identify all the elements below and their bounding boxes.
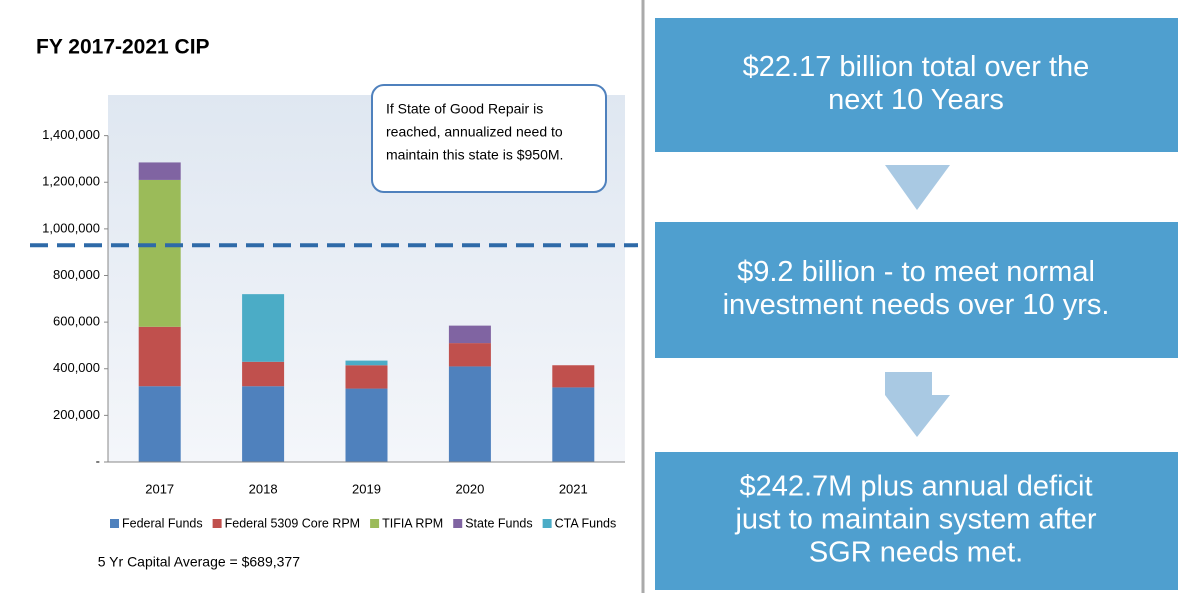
bar-segment	[448, 343, 491, 367]
flow-box	[655, 18, 1178, 152]
flow-text: $242.7M plus annual deficit	[739, 471, 1092, 503]
y-tick-label: 800,000	[53, 267, 100, 282]
x-tick-label: 2017	[145, 481, 174, 496]
flow-text: just to maintain system after	[734, 504, 1096, 536]
bar-segment	[242, 386, 285, 462]
flow-text: next 10 Years	[828, 84, 1004, 116]
annotation-text: If State of Good Repair is	[386, 101, 543, 117]
bar-segment	[448, 325, 491, 344]
arrow	[885, 372, 950, 437]
annotation-box	[371, 84, 607, 193]
y-tick-label: -	[96, 453, 100, 468]
legend-swatch	[212, 519, 222, 528]
y-tick-label: 600,000	[53, 314, 100, 329]
flow-box	[655, 452, 1178, 590]
legend-label: CTA Funds	[555, 516, 617, 530]
legend-swatch	[110, 519, 119, 528]
arrow	[885, 165, 950, 210]
legend-swatch	[453, 519, 463, 528]
chart-note: 5 Yr Capital Average = $689,377	[98, 554, 300, 570]
legend-label: Federal Funds	[122, 516, 203, 530]
bar-segment	[138, 179, 181, 327]
y-tick-label: 1,400,000	[42, 127, 100, 142]
annotation-text: reached, annualized need to	[386, 124, 563, 140]
x-tick-label: 2021	[559, 481, 588, 496]
bar-segment	[448, 366, 491, 462]
x-tick-label: 2018	[249, 481, 278, 496]
x-tick-label: 2020	[455, 481, 484, 496]
flow-box	[655, 222, 1178, 358]
bar-segment	[242, 294, 285, 362]
bar-segment	[345, 388, 388, 462]
bar-segment	[138, 326, 181, 387]
bar-segment	[138, 386, 181, 462]
annotation-text: maintain this state is $950M.	[386, 147, 563, 163]
bar-segment	[138, 162, 181, 180]
bar-segment	[242, 361, 285, 387]
y-tick-label: 1,200,000	[42, 174, 100, 189]
x-tick-label: 2019	[352, 481, 381, 496]
bar-segment	[345, 360, 388, 366]
y-tick-label: 1,000,000	[42, 220, 100, 235]
legend-swatch	[542, 519, 552, 528]
legend-swatch	[370, 519, 380, 528]
flow-text: $22.17 billion total over the	[743, 51, 1090, 83]
bar-segment	[552, 387, 595, 462]
legend-label: TIFIA RPM	[382, 516, 443, 530]
y-tick-label: 400,000	[53, 360, 100, 375]
flow-text: SGR needs met.	[809, 537, 1023, 569]
legend-label: Federal 5309 Core RPM	[225, 516, 360, 530]
flow-text: investment needs over 10 yrs.	[723, 289, 1110, 321]
y-tick-label: 200,000	[53, 407, 100, 422]
flow-text: $9.2 billion - to meet normal	[737, 256, 1095, 288]
chart-title: FY 2017-2021 CIP	[36, 36, 210, 59]
bar-segment	[552, 365, 595, 388]
bar-segment	[345, 365, 388, 389]
legend-label: State Funds	[465, 516, 532, 530]
